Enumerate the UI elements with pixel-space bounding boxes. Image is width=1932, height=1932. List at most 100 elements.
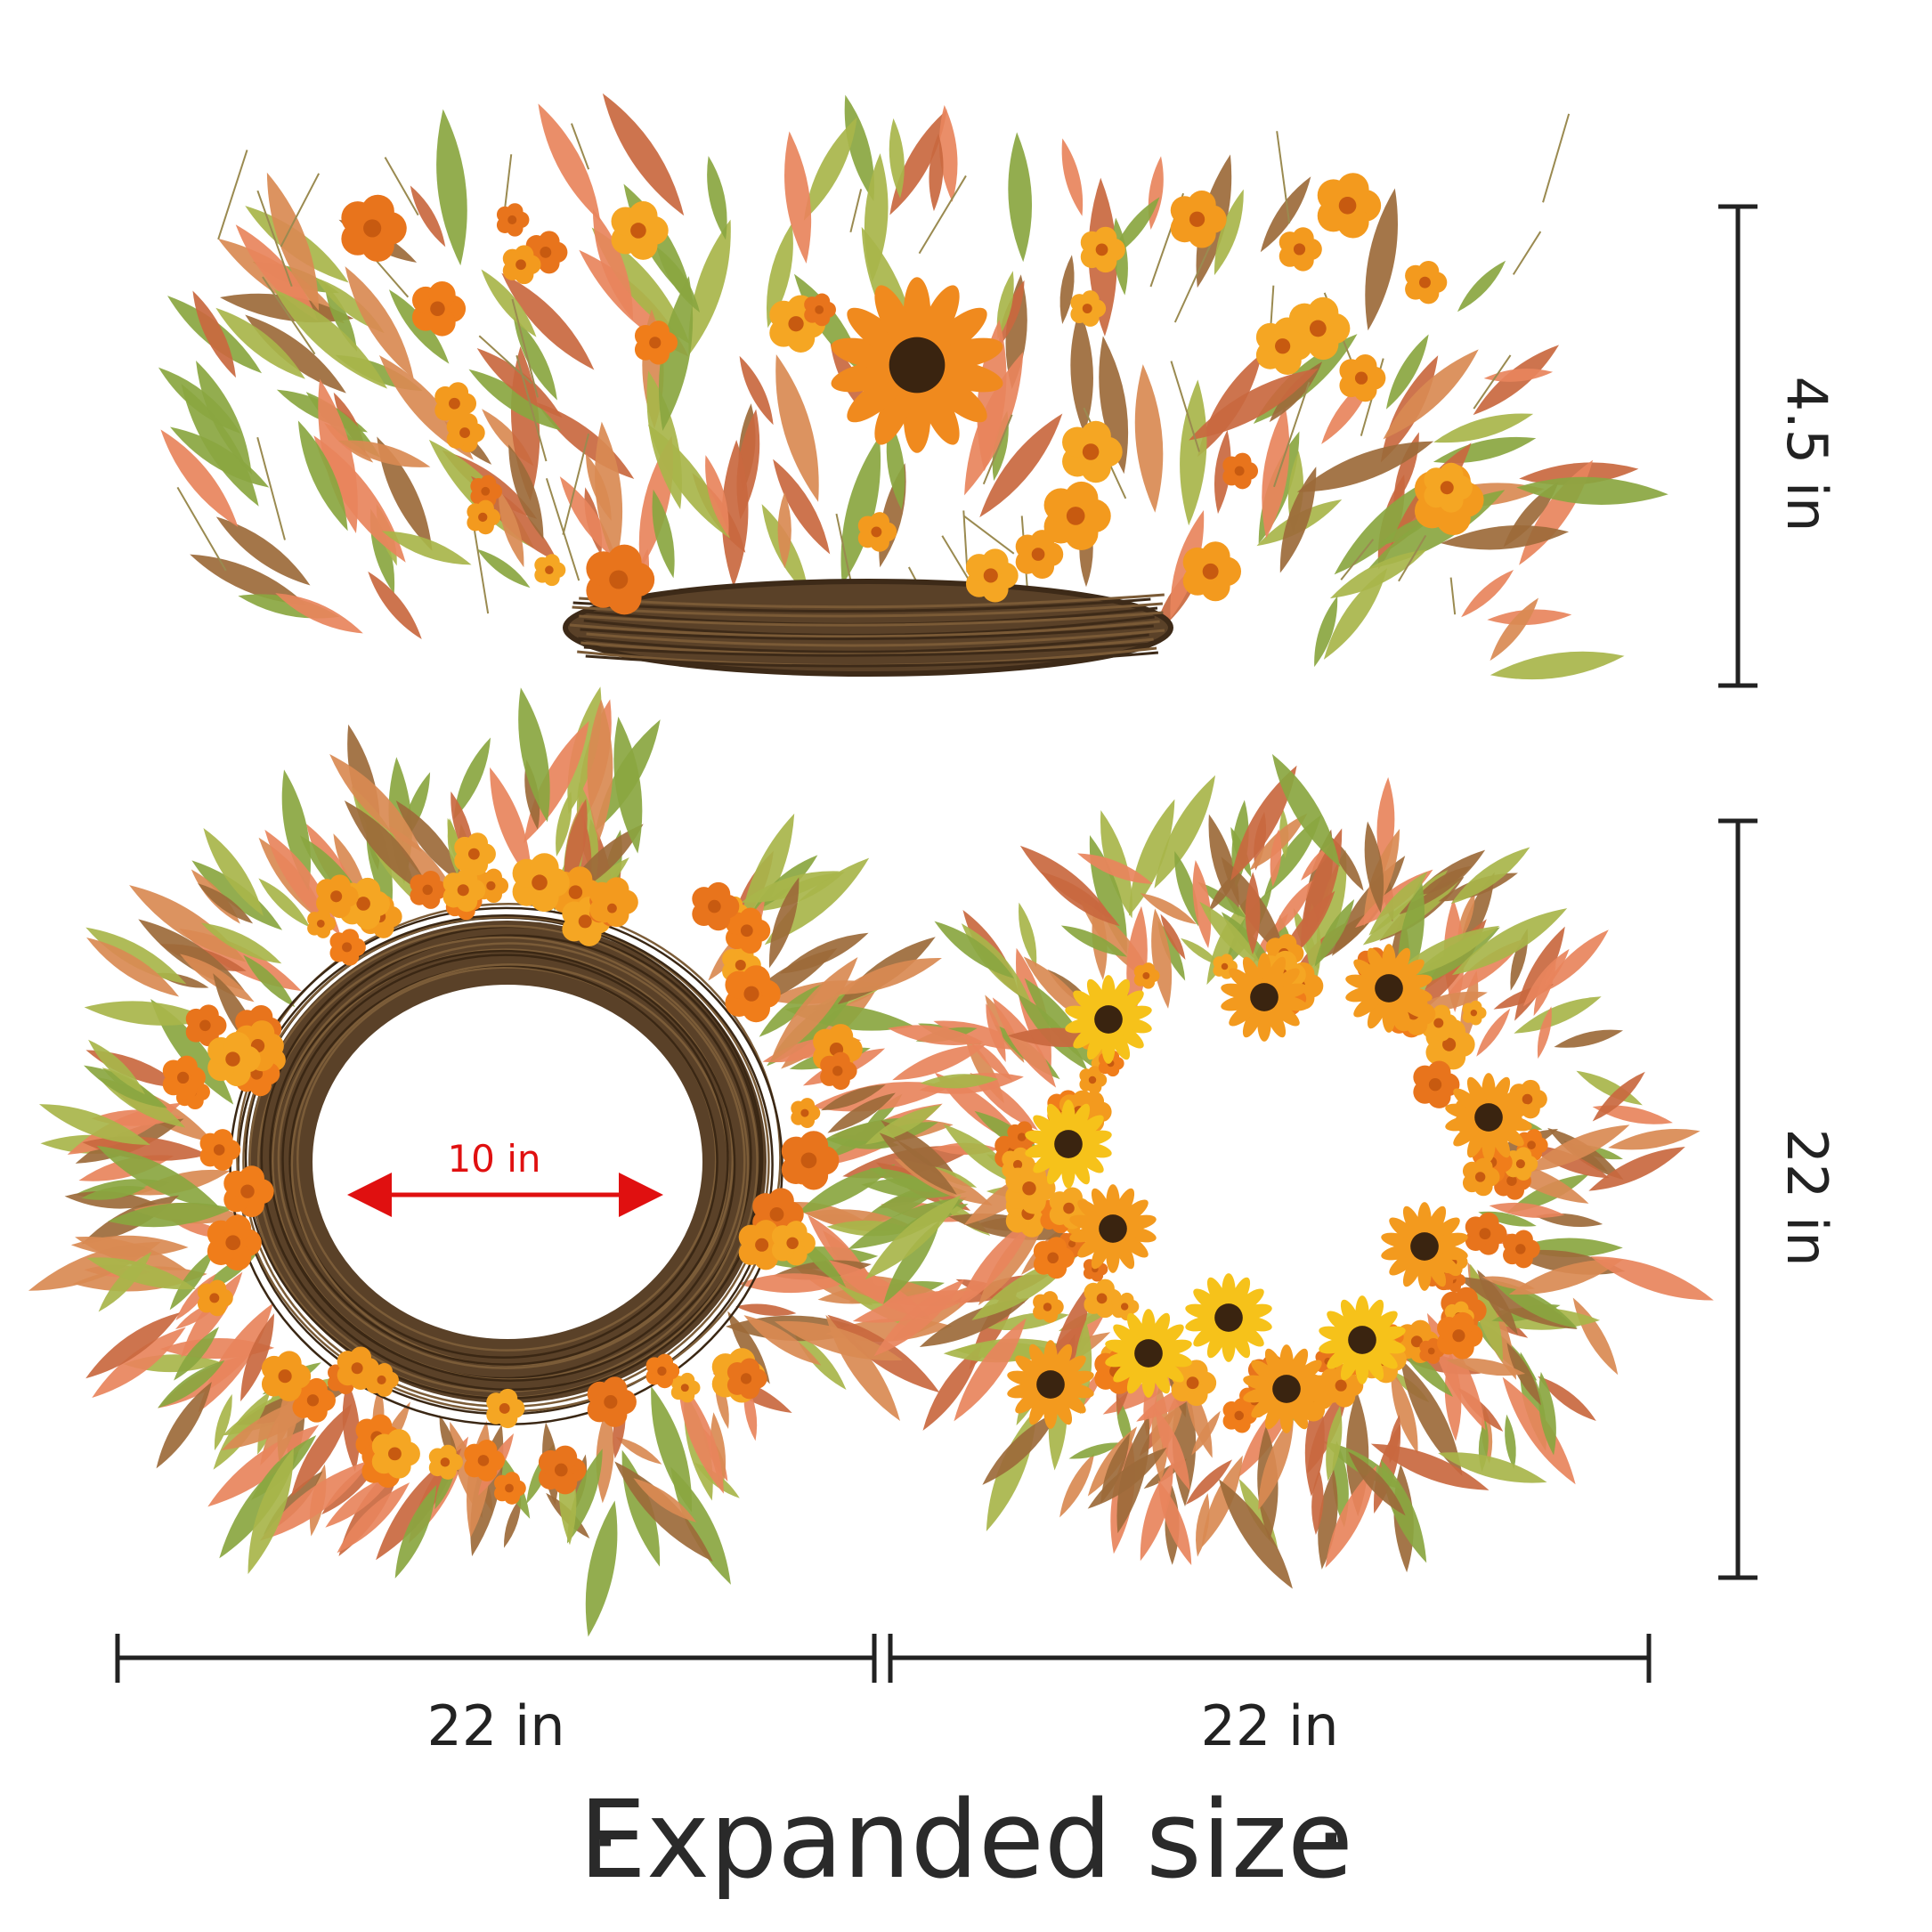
- leaf: [1262, 405, 1290, 539]
- leaf: [1245, 872, 1261, 955]
- leaf: [1296, 441, 1434, 492]
- sunflower: [1007, 1340, 1094, 1429]
- sunflower: [1445, 1073, 1532, 1162]
- leaf: [1329, 549, 1427, 599]
- leaf: [1533, 959, 1556, 1017]
- leaf: [727, 1311, 770, 1384]
- leaf: [377, 436, 433, 551]
- leaf: [743, 1315, 822, 1366]
- small-flower: [467, 499, 501, 535]
- leaf: [1019, 902, 1037, 968]
- leaf: [207, 1425, 320, 1507]
- leaf: [1155, 1408, 1190, 1491]
- leaf: [670, 1466, 731, 1585]
- leaf: [957, 1216, 1035, 1309]
- stem: [256, 436, 286, 540]
- leaf: [1446, 1358, 1526, 1376]
- stem: [1542, 113, 1571, 203]
- leaf: [1588, 1146, 1685, 1191]
- side-flowers: [341, 173, 1484, 615]
- leaf: [158, 1360, 225, 1408]
- leaf: [313, 435, 406, 563]
- small-flower: [534, 554, 566, 587]
- leaf: [1201, 1455, 1243, 1548]
- stem: [1398, 534, 1427, 582]
- leaf: [879, 1132, 957, 1195]
- front-width-label: 22 in: [1200, 1693, 1338, 1758]
- leaf: [585, 1500, 618, 1637]
- leaf: [240, 1313, 275, 1402]
- stem: [982, 414, 1013, 485]
- wreath-side-view: [158, 93, 1668, 680]
- leaf: [92, 1327, 186, 1398]
- leaf: [567, 1449, 603, 1544]
- stem: [473, 526, 490, 614]
- leaf: [979, 413, 1063, 518]
- leaf: [1174, 851, 1199, 927]
- leaf: [538, 103, 601, 222]
- small-flower: [454, 832, 496, 876]
- leaf: [766, 223, 793, 329]
- small-flower: [587, 1376, 637, 1427]
- leaf: [1189, 368, 1319, 441]
- small-flower: [634, 321, 678, 365]
- leaf: [1316, 849, 1347, 963]
- leaf: [1364, 821, 1384, 913]
- leaf: [1070, 309, 1093, 434]
- small-flower: [1079, 1066, 1108, 1094]
- stem: [562, 433, 590, 535]
- front-height-dimension: 22 in: [1718, 818, 1839, 1580]
- leaf: [741, 871, 840, 903]
- leaf: [1140, 893, 1197, 925]
- leaf: [476, 348, 563, 418]
- leaf: [329, 754, 422, 852]
- leaf: [235, 224, 318, 321]
- leaf: [784, 131, 812, 264]
- inner-diameter-label: 10 in: [447, 1137, 540, 1181]
- leaf: [1516, 476, 1668, 505]
- leaf: [1538, 1371, 1556, 1456]
- leaf: [1538, 1376, 1596, 1421]
- stem: [1340, 539, 1375, 580]
- leaf: [1524, 1124, 1630, 1173]
- leaf: [192, 290, 237, 378]
- leaf: [196, 361, 252, 475]
- leaf: [1441, 524, 1570, 550]
- small-flower: [820, 1051, 857, 1091]
- small-flower: [645, 1353, 680, 1389]
- back-flowers: [162, 832, 863, 1505]
- leaf: [476, 548, 531, 589]
- small-flower: [1033, 1237, 1075, 1279]
- title-bullet-right: ·: [1314, 1779, 1348, 1903]
- leaf: [710, 1412, 727, 1489]
- leaf: [1417, 865, 1472, 896]
- stem: [570, 123, 590, 170]
- small-flower: [725, 965, 781, 1023]
- leaf: [1185, 1459, 1233, 1506]
- stem: [256, 190, 293, 288]
- stem: [280, 173, 321, 248]
- small-flower: [199, 1129, 241, 1171]
- stem: [1512, 231, 1542, 275]
- sunflower: [1025, 1100, 1112, 1189]
- title-text: Expanded size: [579, 1779, 1353, 1903]
- leaf: [1572, 1297, 1619, 1376]
- leaf: [1489, 1202, 1565, 1218]
- leaf: [613, 716, 643, 854]
- small-flower: [1222, 452, 1259, 490]
- small-flower: [727, 1358, 767, 1400]
- leaf: [1608, 1129, 1701, 1150]
- stem: [849, 189, 863, 233]
- small-flower: [1317, 173, 1382, 239]
- small-flower: [1424, 462, 1473, 513]
- leaf: [1061, 138, 1084, 216]
- wreath-front-view: [848, 753, 1714, 1589]
- small-flower: [329, 929, 366, 966]
- leaf: [1060, 925, 1127, 957]
- leaf: [1160, 913, 1186, 961]
- leaf: [198, 1303, 273, 1413]
- small-flower: [1288, 296, 1351, 361]
- leaf: [203, 827, 264, 917]
- leaf: [992, 997, 1057, 1088]
- leaf: [508, 444, 544, 540]
